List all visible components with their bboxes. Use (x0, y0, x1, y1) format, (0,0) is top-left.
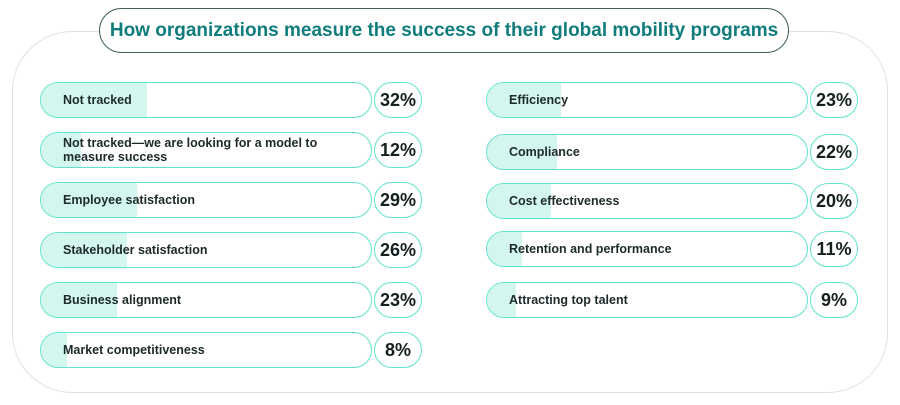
value-number: 32 (379, 89, 400, 110)
value-label: 23% (810, 82, 858, 118)
bar-label: Cost effectiveness (509, 194, 620, 208)
value-number: 22 (815, 141, 836, 162)
unit: % (836, 190, 853, 211)
bar-label: Retention and performance (509, 242, 672, 256)
bar: Compliance (486, 134, 808, 170)
value-number: 8 (384, 339, 395, 360)
bar-label: Employee satisfaction (63, 193, 195, 207)
unit: % (395, 339, 412, 360)
value-label: 29% (374, 182, 422, 218)
value-label: 20% (810, 183, 858, 219)
bar-fill (487, 135, 558, 169)
value-label: 11% (810, 231, 858, 267)
value-label: 32% (374, 82, 422, 118)
unit: % (831, 289, 848, 310)
bar: Retention and performance (486, 231, 808, 267)
bar-fill (41, 333, 68, 367)
unit: % (400, 239, 417, 260)
unit: % (836, 89, 853, 110)
value-number: 20 (815, 190, 836, 211)
value-label: 23% (374, 282, 422, 318)
bar-label: Not tracked (63, 93, 132, 107)
bar-fill (41, 133, 81, 167)
bar-label: Not tracked—we are looking for a model t… (63, 136, 318, 164)
bar-label: Compliance (509, 145, 580, 159)
value-label: 8% (374, 332, 422, 368)
unit: % (400, 289, 417, 310)
bar-fill (487, 232, 523, 266)
value-label: 22% (810, 134, 858, 170)
bar-row: Retention and performance 11% (486, 231, 858, 267)
value-number: 26 (379, 239, 400, 260)
bar: Cost effectiveness (486, 183, 808, 219)
bar: Employee satisfaction (40, 182, 372, 218)
bar: Efficiency (486, 82, 808, 118)
bar-row: Stakeholder satisfaction 26% (40, 232, 422, 268)
bar-row: Business alignment 23% (40, 282, 422, 318)
bar-label: Stakeholder satisfaction (63, 243, 208, 257)
unit: % (400, 189, 417, 210)
bar-row: Not tracked 32% (40, 82, 422, 118)
bar: Not tracked—we are looking for a model t… (40, 132, 372, 168)
bar-label: Business alignment (63, 293, 182, 307)
bar-row: Efficiency 23% (486, 82, 858, 118)
unit: % (400, 89, 417, 110)
bar-fill (41, 283, 117, 317)
bar: Stakeholder satisfaction (40, 232, 372, 268)
chart-title: How organizations measure the success of… (99, 8, 789, 53)
bar-label: Market competitiveness (63, 343, 205, 357)
bar-fill (41, 83, 147, 117)
unit: % (400, 139, 417, 160)
unit: % (835, 238, 852, 259)
bar-label: Attracting top talent (509, 293, 628, 307)
bar-row: Compliance 22% (486, 134, 858, 170)
bar: Business alignment (40, 282, 372, 318)
bar: Market competitiveness (40, 332, 372, 368)
value-label: 26% (374, 232, 422, 268)
bar-fill (487, 83, 561, 117)
bar-row: Cost effectiveness 20% (486, 183, 858, 219)
value-number: 23 (815, 89, 836, 110)
value-number: 23 (379, 289, 400, 310)
bar-row: Not tracked—we are looking for a model t… (40, 132, 422, 168)
bar-fill (487, 184, 551, 218)
bar-row: Market competitiveness 8% (40, 332, 422, 368)
value-number: 29 (379, 189, 400, 210)
bar-fill (41, 183, 137, 217)
bar-fill (487, 283, 516, 317)
value-number: 12 (379, 139, 400, 160)
value-number: 9 (820, 289, 831, 310)
bar-row: Attracting top talent 9% (486, 282, 858, 318)
bar: Not tracked (40, 82, 372, 118)
bar-row: Employee satisfaction 29% (40, 182, 422, 218)
value-number: 11 (816, 238, 836, 259)
bar: Attracting top talent (486, 282, 808, 318)
bar-fill (41, 233, 127, 267)
value-label: 9% (810, 282, 858, 318)
value-label: 12% (374, 132, 422, 168)
unit: % (836, 141, 853, 162)
bar-label: Efficiency (509, 93, 569, 107)
